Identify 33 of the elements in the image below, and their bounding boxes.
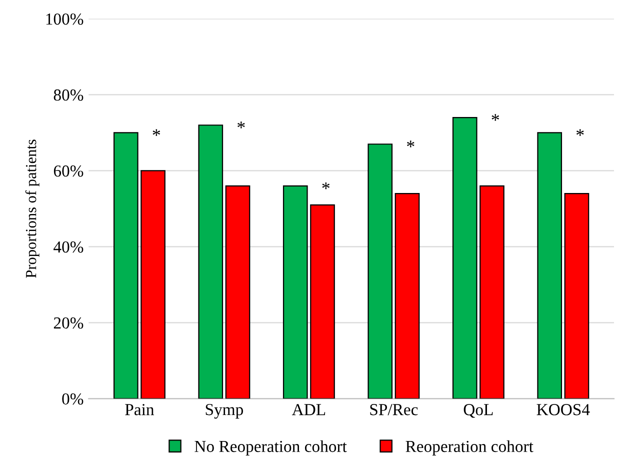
annotation: * <box>152 129 160 136</box>
bar <box>368 144 393 399</box>
annotation: * <box>576 129 584 136</box>
y-axis-title: Proportions of patients <box>25 140 40 278</box>
x-tick-label: SP/Rec <box>370 404 418 416</box>
annotation: * <box>492 114 500 121</box>
y-tick-label: 20% <box>54 317 84 329</box>
y-tick-label: 60% <box>54 165 84 177</box>
x-tick-label: ADL <box>292 404 326 416</box>
x-tick-label: Symp <box>206 404 244 419</box>
y-tick-label: 80% <box>54 89 84 101</box>
bar <box>198 124 224 399</box>
legend-label: Reoperation cohort <box>406 440 534 456</box>
bar <box>480 185 504 399</box>
bar <box>225 185 250 399</box>
bar <box>140 170 166 399</box>
y-tick-label: 0% <box>62 393 84 405</box>
y-tick-label: 100% <box>46 13 84 25</box>
bar <box>310 204 335 399</box>
bar <box>282 185 308 399</box>
annotation: * <box>322 182 330 190</box>
x-tick-label: Pain <box>125 404 154 416</box>
bar <box>537 132 562 399</box>
bar <box>452 116 478 399</box>
annotation: * <box>238 122 245 128</box>
bar <box>113 132 138 399</box>
x-tick-label: KOOS4 <box>536 404 590 416</box>
bar <box>394 192 420 399</box>
x-tick-label: QoL <box>464 404 493 418</box>
bar <box>564 192 590 399</box>
y-tick-label: 40% <box>54 241 84 253</box>
annotation: * <box>407 140 414 148</box>
legend-label: No Reoperation cohort <box>194 440 347 456</box>
